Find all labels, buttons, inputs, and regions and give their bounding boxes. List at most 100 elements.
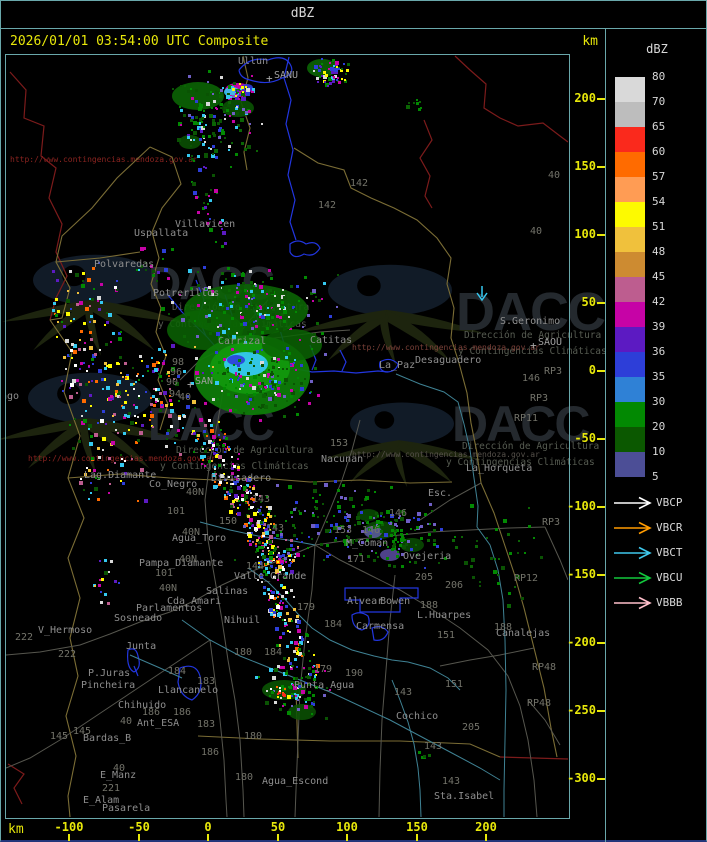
route-label: 171 — [347, 554, 366, 565]
y-tick-label: -300 — [567, 771, 596, 785]
radar-site-marker: + — [530, 339, 537, 352]
route-label: 180 — [244, 731, 263, 742]
place-label: Llancanelo — [158, 685, 219, 696]
place-label: Pincheira — [81, 680, 136, 691]
map-canvas[interactable] — [6, 55, 568, 817]
y-tick-label: 50 — [581, 295, 596, 309]
colorbar-value: 45 — [652, 270, 666, 283]
route-label: RP3 — [544, 366, 563, 377]
route-label: 222 — [58, 649, 77, 660]
place-label: Desaguadero — [415, 355, 482, 366]
rivers-teal — [129, 373, 507, 817]
route-label: 142 — [350, 178, 369, 189]
colorbar-value: 35 — [652, 370, 666, 383]
place-label: Lag.Diamante — [84, 470, 157, 481]
route-label: 151 — [437, 630, 456, 641]
radar-site-label: SAOU — [538, 337, 563, 348]
legend-label-vbcr: VBCR — [656, 521, 683, 534]
colorbar-value: 57 — [652, 170, 666, 183]
vbcp-vector-icon — [614, 496, 652, 510]
route-label: 153 — [334, 525, 353, 536]
y-tick-mark — [597, 166, 605, 168]
place-label: Bowen — [380, 596, 411, 607]
place-label: Salinas — [206, 586, 249, 597]
place-label: Polvaredas — [94, 259, 155, 270]
y-tick-mark — [597, 302, 605, 304]
watermark-line1: Dirección de Agricultura — [462, 441, 599, 452]
colorbar-swatch-45 — [615, 277, 645, 302]
x-tick-mark — [207, 834, 209, 841]
place-label: Punta_Agua — [294, 680, 355, 691]
place-label: Carmensa — [356, 621, 405, 632]
route-label: 179 — [314, 664, 333, 675]
route-label: 184 — [324, 619, 343, 630]
colorbar-title: dBZ — [646, 42, 668, 56]
route-label: 144 — [246, 561, 265, 572]
route-label: 40N — [182, 527, 201, 538]
colorbar-value: 48 — [652, 245, 666, 258]
radar-site-marker: + — [266, 72, 273, 85]
route-label: 143 — [266, 523, 285, 534]
route-label: 179 — [297, 602, 316, 613]
y-tick-label: 0 — [588, 363, 596, 377]
y-tick-mark — [597, 574, 605, 576]
colorbar-value: 60 — [652, 145, 666, 158]
vbbb-vector-icon — [614, 596, 652, 610]
x-tick-mark — [485, 834, 487, 841]
x-tick-label: 0 — [204, 820, 212, 834]
y-tick-label: 200 — [574, 91, 596, 105]
route-label: 40 — [120, 716, 133, 727]
radar-echo-blobs — [167, 59, 424, 720]
place-label: Alvear — [347, 596, 384, 607]
route-label: 146 — [522, 373, 541, 384]
vbcr-vector-icon — [614, 521, 652, 535]
watermark-url: http://www.contingencias.mendoza.gov.ar — [352, 343, 540, 352]
route-label: 205 — [462, 722, 481, 733]
route-label: 190 — [345, 668, 364, 679]
legend-label-vbbb: VBBB — [656, 596, 683, 609]
place-label: Catitas — [310, 335, 353, 346]
route-label: RP3 — [542, 517, 561, 528]
route-label: RP11 — [514, 413, 539, 424]
colorbar-value: 51 — [652, 220, 666, 233]
x-tick-label: -100 — [54, 820, 84, 834]
colorbar-swatch-65 — [615, 127, 645, 152]
route-label: 146 — [362, 525, 381, 536]
colorbar-value: 80 — [652, 70, 666, 83]
map-frame — [5, 54, 570, 819]
route-label: 143 — [394, 687, 413, 698]
route-label: RP12 — [514, 573, 539, 584]
x-tick-label: 100 — [336, 820, 358, 834]
route-label: 186 — [201, 747, 220, 758]
place-label: Agua_Escond — [262, 776, 329, 787]
colorbar-swatch-42 — [615, 302, 645, 327]
legend-label-vbct: VBCT — [656, 546, 683, 559]
route-label: 143 — [252, 494, 271, 505]
place-label: Chihuido — [118, 700, 167, 711]
colorbar-swatch-35 — [615, 377, 645, 402]
watermark-url: http://www.contingencias.mendoza.gov.ar — [10, 155, 198, 164]
route-label: 40 — [113, 763, 126, 774]
colorbar-value: 39 — [652, 320, 666, 333]
route-label: 151 — [445, 679, 464, 690]
route-label: 222 — [15, 632, 34, 643]
y-tick-mark — [597, 370, 605, 372]
place-label: Nacunan — [321, 454, 364, 465]
route-label: 96 — [170, 367, 183, 378]
place-label: Ullun — [238, 56, 269, 67]
route-label: RP48 — [532, 662, 557, 673]
route-label: 145 — [73, 726, 92, 737]
route-label: 101 — [155, 568, 174, 579]
watermark-line2: y Contingencias Climáticas — [446, 457, 595, 468]
x-tick-mark — [68, 834, 70, 841]
place-label: Carrizal — [218, 336, 267, 347]
x-tick-label: 150 — [406, 820, 428, 834]
route-label: 98 — [172, 357, 185, 368]
motion-vector-arrow — [476, 286, 488, 302]
window-title: dBZ — [290, 6, 315, 21]
colorbar-value: 5 — [652, 470, 659, 483]
place-label: Agua_Toro — [172, 533, 227, 544]
place-label: Junta — [126, 641, 157, 652]
place-label: Sta.Isabel — [434, 791, 495, 802]
